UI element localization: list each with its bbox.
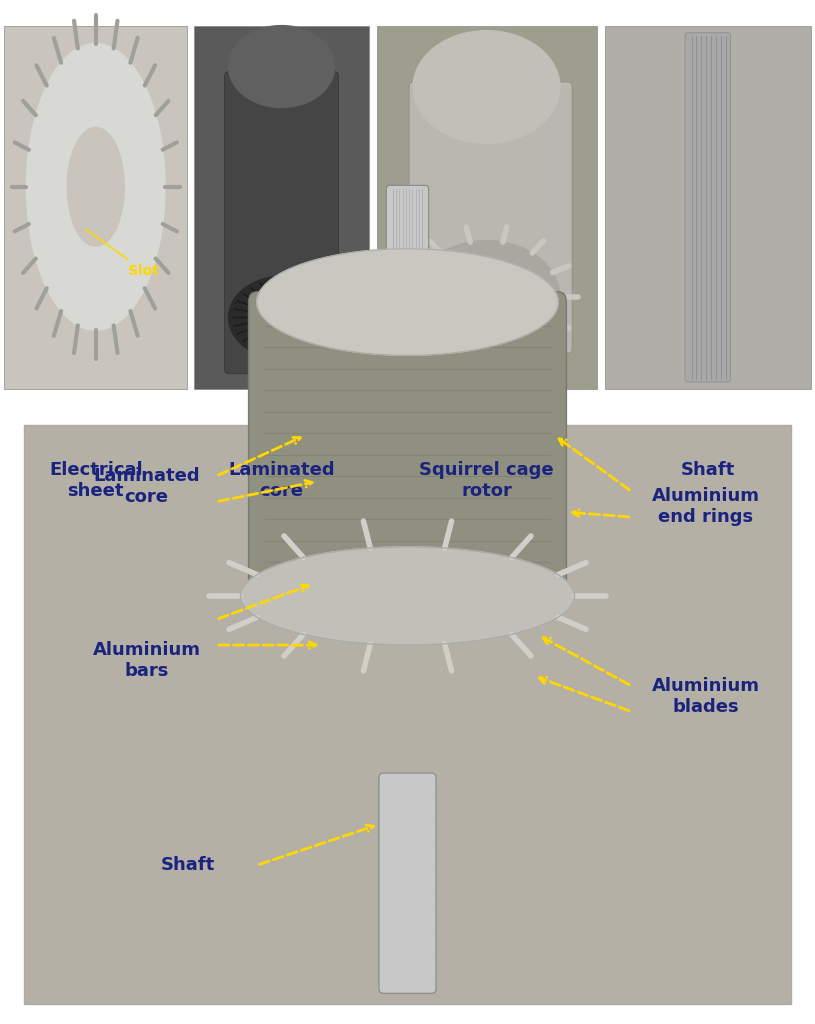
Text: Laminated
core: Laminated core: [228, 461, 335, 500]
Text: Aluminium
blades: Aluminium blades: [652, 677, 760, 716]
Text: Squirrel cage
rotor: Squirrel cage rotor: [419, 461, 554, 500]
Text: Aluminium
end rings: Aluminium end rings: [652, 487, 760, 526]
Text: Electrical
sheet: Electrical sheet: [49, 461, 143, 500]
Polygon shape: [413, 241, 560, 353]
Polygon shape: [462, 276, 511, 317]
Polygon shape: [259, 299, 305, 336]
FancyBboxPatch shape: [386, 185, 429, 311]
Text: Laminated
core: Laminated core: [94, 467, 200, 506]
Polygon shape: [240, 547, 575, 645]
Polygon shape: [68, 128, 125, 246]
Text: Shaft: Shaft: [161, 856, 214, 874]
FancyBboxPatch shape: [194, 26, 369, 389]
FancyBboxPatch shape: [379, 773, 436, 993]
Polygon shape: [27, 44, 165, 330]
FancyBboxPatch shape: [249, 292, 566, 604]
FancyBboxPatch shape: [24, 425, 791, 1004]
FancyBboxPatch shape: [4, 26, 187, 389]
FancyBboxPatch shape: [377, 26, 597, 389]
FancyBboxPatch shape: [685, 33, 731, 382]
Text: Shaft: Shaft: [681, 461, 735, 479]
FancyBboxPatch shape: [605, 26, 811, 389]
FancyBboxPatch shape: [224, 72, 339, 374]
Text: Aluminium
bars: Aluminium bars: [93, 641, 200, 680]
Text: Slot: Slot: [86, 229, 159, 278]
Polygon shape: [413, 31, 560, 143]
Polygon shape: [229, 276, 335, 358]
FancyBboxPatch shape: [409, 82, 572, 353]
Polygon shape: [257, 249, 558, 355]
Polygon shape: [229, 26, 335, 108]
